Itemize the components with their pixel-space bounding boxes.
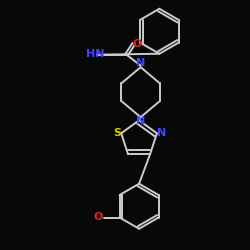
Text: N: N xyxy=(136,58,145,68)
Text: HN: HN xyxy=(86,49,104,59)
Text: N: N xyxy=(157,128,166,138)
Text: O: O xyxy=(133,39,142,49)
Text: N: N xyxy=(136,116,145,126)
Text: O: O xyxy=(94,212,103,222)
Text: S: S xyxy=(113,128,121,138)
